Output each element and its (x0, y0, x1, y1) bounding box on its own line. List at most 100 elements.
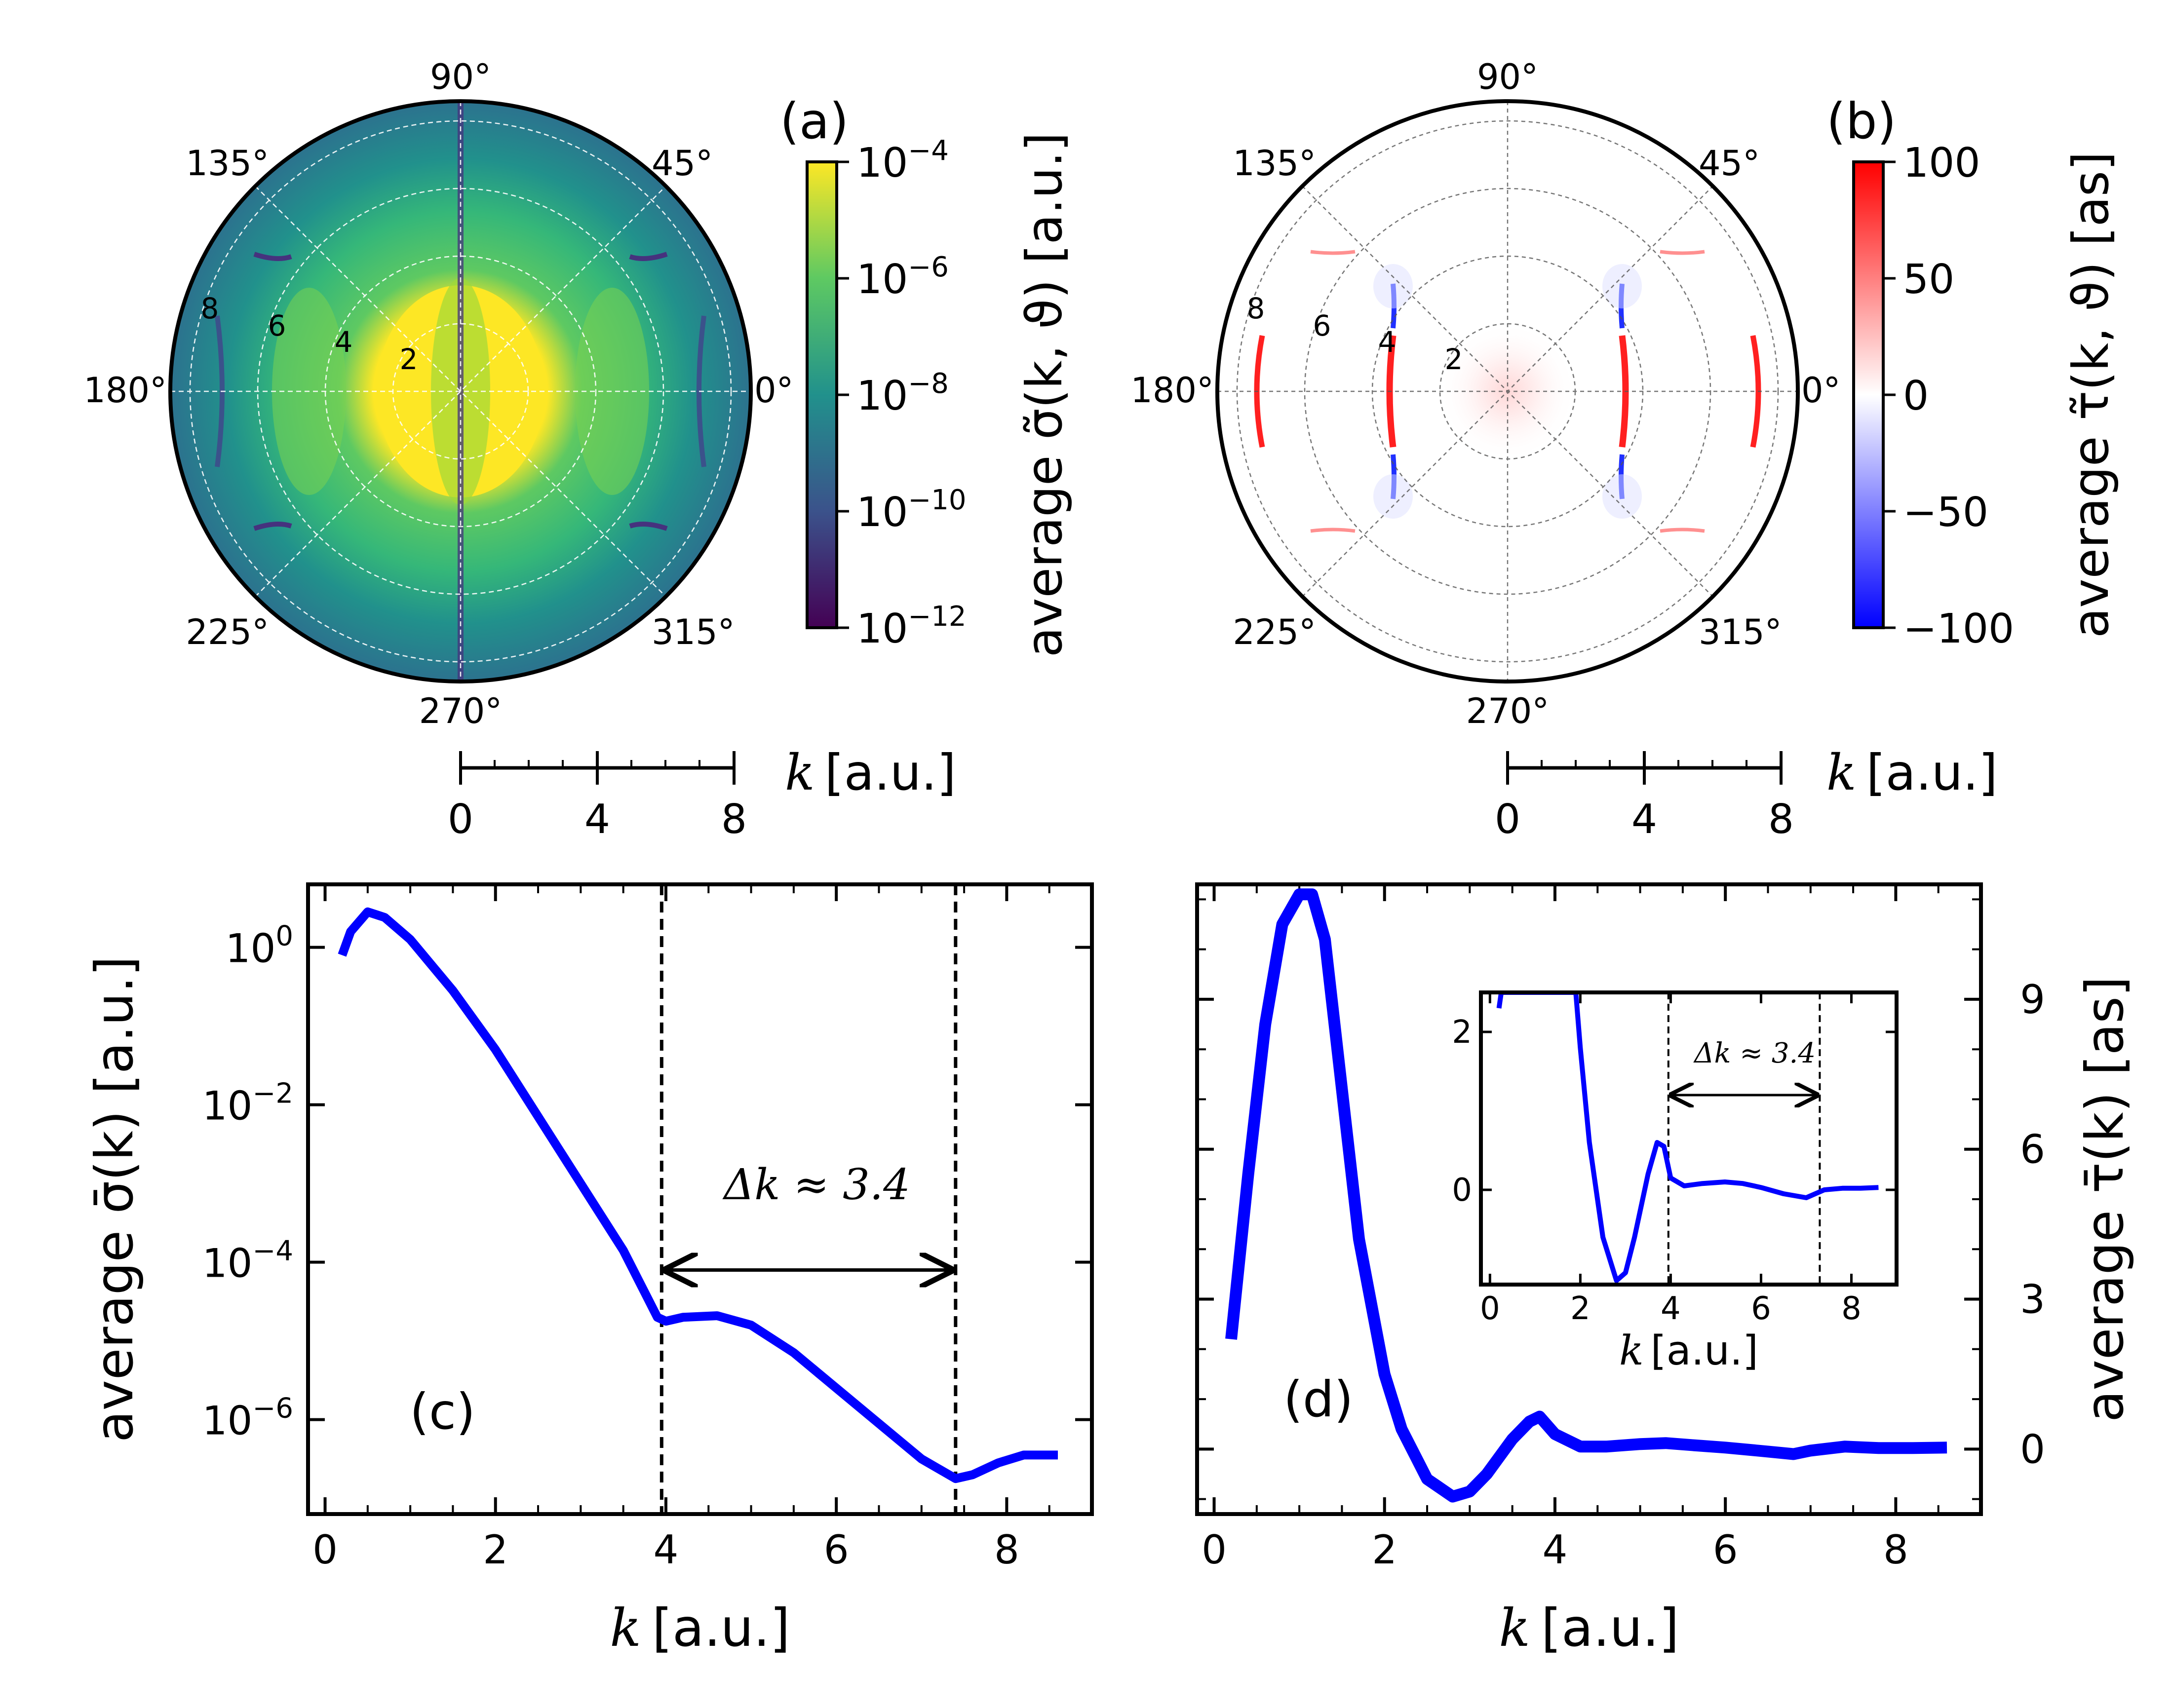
y-tick-labels-d: 0 3 6 9 (2020, 977, 2045, 1472)
x-tick-labels-inset: 0 2 4 6 8 (1480, 1290, 1862, 1327)
delta-k-label-inset: Δk ≈ 3.4 (1693, 1037, 1816, 1069)
series-line-inset (1496, 992, 1879, 1283)
polar-frame-a (168, 99, 753, 683)
y-tick-label-d-3: 3 (2020, 1277, 2045, 1323)
y-axis-label-d: average τ̄(k) [as] (2075, 976, 2135, 1422)
angle-label-a-180: 180° (83, 370, 167, 411)
colorbar-b: 100 50 0 −50 −100 average τ̃(k, ϑ) [as] (1852, 140, 2120, 652)
x-tick-label-c-8: 8 (994, 1527, 1019, 1573)
colorbar-a-tick-2: 10−8 (856, 368, 949, 419)
axes-frame-inset (1479, 990, 1899, 1287)
angle-label-b-0: 0° (1801, 370, 1841, 411)
panel-a: 0° 45° 90° 135° 180° 225° 270° 315° 2 4 … (83, 57, 1073, 843)
panel-c: 0 2 4 6 8 100 10−2 10−4 10−6 Δk ≈ 3.4 (c… (84, 882, 1094, 1658)
y-axis-label-c: average σ̄(k) [a.u.] (84, 956, 145, 1442)
x-tick-label-inset-6: 6 (1751, 1290, 1771, 1327)
panel-d: 0 2 4 6 8 0 3 6 9 (d) k [a.u.] average τ̄… (1195, 882, 2135, 1658)
radial-label-b-6: 6 (1313, 309, 1331, 342)
series-line-d (1225, 888, 1947, 1503)
angle-labels-b: 0° 45° 90° 135° 180° 225° 270° 315° (1130, 57, 1840, 731)
colorbar-a-label: average σ̃(k, ϑ) [a.u.] (1015, 132, 1073, 657)
x-tick-label-d-0: 0 (1202, 1527, 1227, 1573)
angle-label-b-225: 225° (1233, 612, 1316, 652)
colorbar-a-tick-0: 10−4 (856, 135, 949, 187)
angle-label-b-180: 180° (1130, 370, 1214, 411)
scale-bar-b-tick-4: 4 (1631, 796, 1657, 843)
polar-frame-b (1215, 99, 1800, 683)
x-axis-label-inset: k [a.u.] (1619, 1328, 1758, 1374)
scale-bar-a-tick-0: 0 (448, 796, 473, 843)
y-tick-labels-c: 100 10−2 10−4 10−6 (202, 920, 293, 1444)
polar-grid-a (170, 101, 751, 682)
x-tick-label-inset-0: 0 (1480, 1290, 1500, 1327)
y-tick-labels-inset: 0 2 (1452, 1014, 1472, 1209)
x-tick-label-inset-4: 4 (1661, 1290, 1681, 1327)
scale-bar-a-tick-4: 4 (584, 796, 610, 843)
axes-frame-d (1195, 882, 1983, 1516)
y-tick-label-c-1e0: 100 (226, 920, 293, 972)
polar-map-a (170, 101, 751, 682)
panel-label-b: (b) (1826, 92, 1897, 150)
x-tick-labels-c: 0 2 4 6 8 (312, 1527, 1019, 1573)
x-axis-label-c: k [a.u.] (610, 1598, 790, 1658)
radial-label-b-8: 8 (1247, 292, 1265, 325)
angle-label-b-135: 135° (1233, 143, 1316, 184)
colorbar-b-label: average τ̃(k, ϑ) [as] (2062, 152, 2120, 638)
x-tick-label-c-4: 4 (654, 1527, 679, 1573)
angle-label-b-90: 90° (1477, 57, 1538, 97)
radial-label-a-2: 2 (400, 342, 418, 376)
colorbar-b-tick-2: 0 (1903, 373, 1929, 419)
panel-b: 0° 45° 90° 135° 180° 225° 270° 315° 2 4 … (1130, 57, 2120, 843)
scale-bar-b: 0 4 8 k [a.u.] (1495, 744, 1998, 843)
delta-k-label-c: Δk ≈ 3.4 (722, 1160, 910, 1210)
x-tick-label-c-0: 0 (312, 1527, 338, 1573)
inset-d: Δk ≈ 3.4 0 2 4 6 8 0 2 k [a.u.] (1452, 990, 1899, 1374)
angle-label-b-315: 315° (1699, 612, 1782, 652)
colorbar-a: 10−4 10−6 10−8 10−10 10−12 average σ̃(k,… (806, 132, 1073, 657)
x-tick-label-d-2: 2 (1372, 1527, 1397, 1573)
scale-bar-b-tick-8: 8 (1768, 796, 1794, 843)
y-tick-label-inset-2: 2 (1452, 1014, 1472, 1051)
angle-label-a-225: 225° (186, 612, 269, 652)
angle-label-a-270: 270° (419, 691, 503, 731)
angle-label-a-0: 0° (754, 370, 794, 411)
scale-bar-a-tick-8: 8 (721, 796, 747, 843)
scale-bar-b-tick-0: 0 (1495, 796, 1520, 843)
x-tick-label-d-4: 4 (1543, 1527, 1568, 1573)
colorbar-b-tick-0: 100 (1903, 140, 1980, 187)
x-tick-label-inset-8: 8 (1841, 1290, 1862, 1327)
x-tick-label-d-6: 6 (1713, 1527, 1738, 1573)
x-axis-label-d: k [a.u.] (1499, 1598, 1679, 1658)
panel-label-c: (c) (410, 1383, 475, 1441)
radial-label-b-4: 4 (1378, 325, 1397, 359)
y-tick-label-c-1e-6: 10−6 (202, 1393, 293, 1444)
radial-labels-a: 2 4 6 8 (201, 292, 418, 376)
colorbar-a-tick-3: 10−10 (856, 484, 967, 536)
y-tick-label-d-0: 0 (2020, 1426, 2045, 1472)
panel-label-a: (a) (780, 92, 849, 150)
radial-label-b-2: 2 (1445, 342, 1463, 376)
radial-label-a-6: 6 (268, 309, 286, 342)
series-line-c (338, 907, 1058, 1483)
axis-ticks-c (308, 884, 1093, 1514)
colorbar-b-tick-3: −50 (1903, 489, 1988, 536)
axes-frame-c (306, 882, 1094, 1516)
x-tick-label-inset-2: 2 (1570, 1290, 1591, 1327)
scale-bar-a: 0 4 8 k [a.u.] (448, 744, 956, 843)
y-tick-label-d-6: 6 (2020, 1127, 2045, 1173)
x-tick-label-d-8: 8 (1883, 1527, 1908, 1573)
colorbar-b-tick-1: 50 (1903, 256, 1954, 303)
scale-bar-a-label: k [a.u.] (785, 744, 956, 801)
x-tick-label-c-6: 6 (824, 1527, 849, 1573)
radial-labels-b: 2 4 6 8 (1247, 292, 1463, 376)
panel-label-d: (d) (1283, 1370, 1354, 1428)
colorbar-a-tick-4: 10−12 (856, 601, 967, 652)
radial-label-a-4: 4 (335, 325, 353, 359)
angle-label-a-315: 315° (652, 612, 735, 652)
angle-label-b-45: 45° (1699, 143, 1760, 184)
colorbar-a-tick-1: 10−6 (856, 251, 949, 303)
x-tick-label-c-2: 2 (483, 1527, 508, 1573)
radial-label-a-8: 8 (201, 292, 219, 325)
angle-label-a-135: 135° (186, 143, 269, 184)
